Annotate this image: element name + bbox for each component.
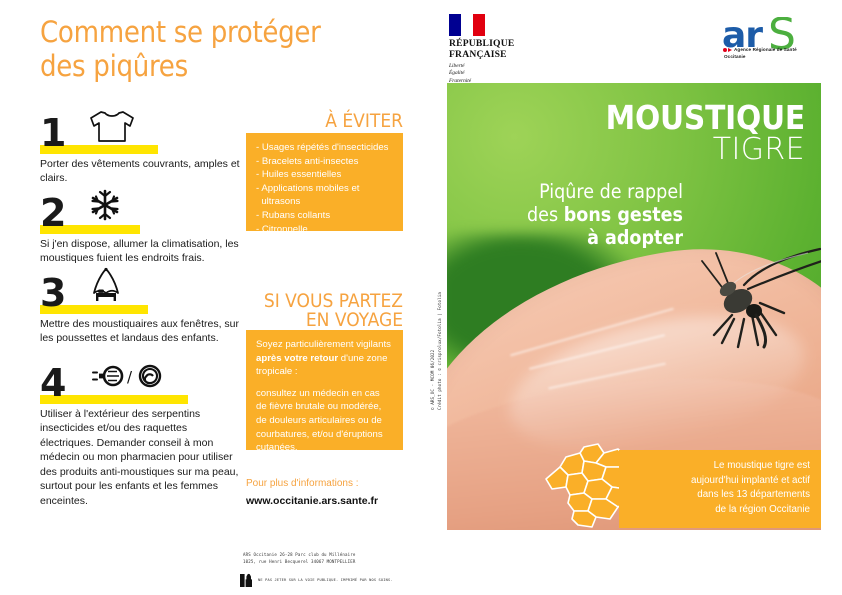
website-link[interactable]: www.occitanie.ars.sante.fr [246, 495, 379, 507]
hero-tagline-line1: Piqûre de rappel [539, 180, 683, 204]
ars-tagline-block: Agence Régionale de Santé Occitanie [723, 47, 797, 61]
banner-line-1: Le moustique tigre est [713, 460, 810, 471]
step-2-number: 2 [40, 191, 67, 235]
step-2-text: Si j'en dispose, allumer la climatisatio… [40, 238, 239, 265]
left-panel: Comment se protéger des piqûres 1 Porter… [40, 15, 443, 593]
list-item: - Bracelets anti-insectes [256, 155, 359, 167]
hero-tagline: Piqûre de rappel des bons gestes à adopt… [447, 180, 821, 249]
travel-p1-bold: après votre retour [256, 352, 339, 364]
electric-racket-and-coil-icon: / [92, 361, 164, 396]
ars-dot-icon [723, 47, 727, 52]
hero-subtitle: TIGRE [712, 132, 805, 167]
step-1-text: Porter des vêtements couvrants, amples e… [40, 158, 240, 185]
avoid-list: - Usages répétés d'insecticides - Bracel… [256, 141, 393, 236]
rf-name-line1: RÉPUBLIQUE [449, 38, 515, 49]
mosquito-net-bed-icon [84, 267, 128, 308]
mosquito-icon [672, 243, 821, 388]
list-item: - Applications mobiles et ultrasons [256, 182, 360, 208]
travel-p1-pre: Soyez particulièrement vigilants [256, 339, 391, 350]
ars-tagline: Agence Régionale de Santé [734, 47, 797, 52]
credit-line-2: Crédit photo : © crisprolux/Fotolia | Fo… [436, 292, 442, 410]
list-item: - Usages répétés d'insecticides [256, 142, 389, 153]
avoid-list-box: - Usages répétés d'insecticides - Bracel… [246, 133, 403, 235]
list-item: - Rubans collants [256, 210, 331, 222]
motto-fraternite: Fraternité [449, 77, 472, 84]
step-1-number: 1 [40, 111, 67, 155]
french-flag-icon [449, 14, 485, 36]
motto-egalite: Égalité [449, 70, 465, 77]
travel-advice-box: Soyez particulièrement vigilants après v… [246, 330, 403, 453]
long-sleeve-shirt-icon [88, 110, 136, 149]
step-4-highlight-bar [40, 395, 188, 404]
hero-tagline-line2-pre: des [527, 203, 564, 227]
travel-title-line2: EN VOYAGE [305, 309, 403, 332]
ars-region: Occitanie [724, 53, 746, 59]
page-title-line1: Comment se protéger [40, 15, 321, 49]
list-item: - Citronnelle [256, 223, 308, 235]
footer-address-line2: 1025, rue Henri Becquerel 34067 MONTPELL… [243, 558, 356, 564]
banner-line-4: de la région Occitanie [715, 504, 810, 516]
republique-motto: Liberté Égalité Fraternité [449, 63, 521, 84]
step-4-number: 4 [40, 361, 67, 405]
step-3-header: 3 [40, 267, 240, 315]
hero-tagline-line2: des bons gestes [447, 203, 683, 226]
travel-section-title: SI VOUS PARTEZ EN VOYAGE [213, 290, 403, 332]
step-3-highlight-bar [40, 305, 148, 314]
republique-francaise-logo: RÉPUBLIQUE FRANÇAISE Liberté Égalité Fra… [449, 14, 521, 85]
step-2-header: 2 [40, 188, 240, 235]
right-panel: MOUSTIQUE TIGRE Piqûre de rappel des bon… [447, 83, 821, 530]
list-item: - Huiles essentielles [256, 169, 342, 181]
step-3-number: 3 [40, 271, 67, 315]
photo-credit: © ARS_OC - MCOM 06/2022 Crédit photo : ©… [430, 280, 443, 410]
step-2: 2 [40, 188, 240, 266]
step-1-highlight-bar [40, 145, 158, 154]
rf-name-line2: FRANÇAISE [449, 48, 507, 60]
step-4-header: 4 / [40, 360, 240, 404]
step-3: 3 Mettre des moustiquaires aux fenêtres,… [40, 267, 240, 346]
banner-line-3: dans les 13 départements [697, 489, 810, 501]
step-4-text: Utiliser à l'extérieur des serpentins in… [40, 408, 239, 507]
do-not-litter-icon [240, 573, 253, 593]
banner-line-2: aujourd'hui implanté et actif [691, 474, 810, 486]
step-3-text: Mettre des moustiquaires aux fenêtres, s… [40, 318, 240, 345]
more-info-label: Pour plus d'informations : [246, 478, 359, 489]
travel-p1-post: d'une zone tropicale : [256, 352, 388, 378]
svg-text:S: S [768, 17, 796, 57]
avoid-section-title: À ÉVITER [325, 110, 403, 132]
ars-triangle-icon [728, 47, 732, 52]
footer-address: ARS Occitanie 26-28 Parc club du Milléna… [243, 552, 443, 566]
footer-legal-text: NE PAS JETER SUR LA VOIE PUBLIQUE. IMPRI… [258, 578, 393, 582]
step-4: 4 / [40, 360, 240, 508]
hero-tagline-line2-bold: bons gestes [563, 203, 683, 227]
travel-paragraph-2: consultez un médecin en cas de fièvre br… [256, 387, 383, 454]
page-title-line2: des piqûres [40, 48, 188, 83]
motto-liberte: Liberté [449, 63, 465, 70]
republique-francaise-name: RÉPUBLIQUE FRANÇAISE [449, 38, 521, 60]
step-1: 1 Porter des vêtements couvrants, amples… [40, 110, 240, 186]
occitanie-region-map [544, 441, 664, 530]
snowflake-icon [88, 188, 122, 227]
step-2-highlight-bar [40, 225, 140, 234]
travel-title-line1: SI VOUS PARTEZ [263, 290, 403, 312]
hero-tagline-line3: à adopter [587, 226, 683, 250]
status-banner: Le moustique tigre est aujourd'hui impla… [619, 450, 821, 528]
page-title: Comment se protéger des piqûres [40, 15, 400, 84]
step-1-header: 1 [40, 110, 240, 154]
footer-address-line1: ARS Occitanie 26-28 Parc club du Milléna… [243, 552, 356, 557]
travel-paragraph-1: Soyez particulièrement vigilants après v… [256, 338, 393, 379]
ars-occitanie-logo: ar S Agence Régionale de Santé Occitanie [722, 9, 822, 63]
svg-text:/: / [127, 368, 133, 386]
hero-title: MOUSTIQUE [605, 98, 806, 137]
hero-text-block: MOUSTIQUE TIGRE Piqûre de rappel des bon… [447, 83, 821, 249]
